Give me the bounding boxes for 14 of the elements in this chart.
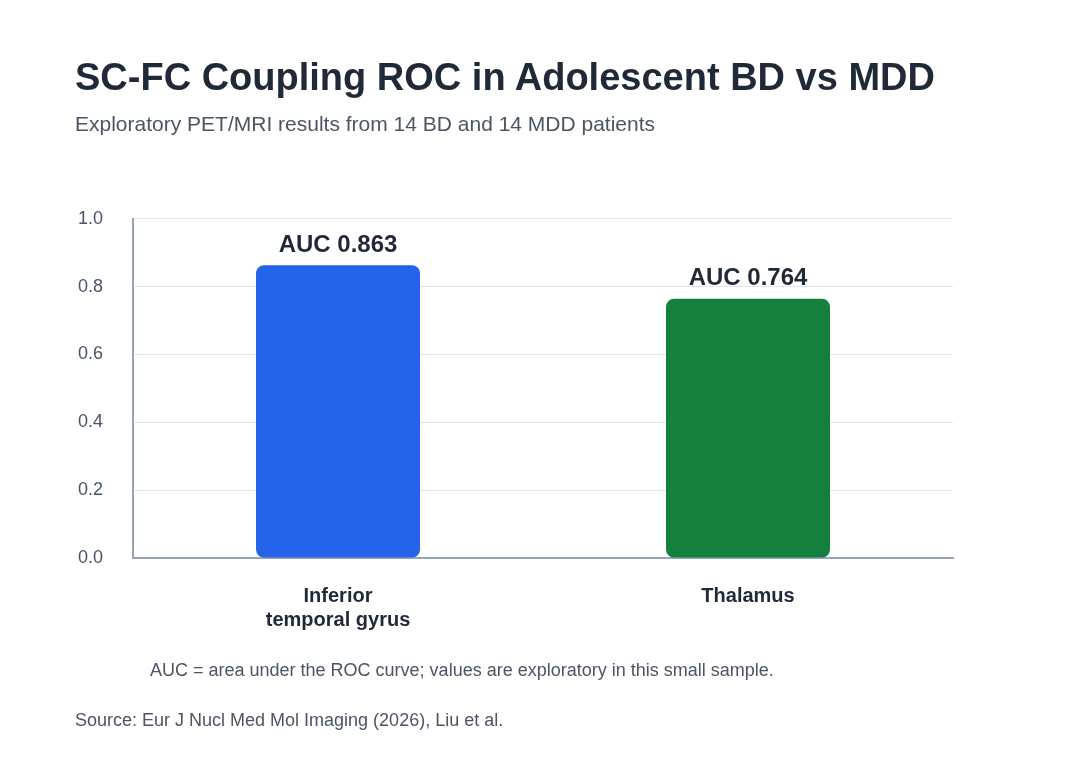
y-tick-label: 0.0: [77, 546, 104, 567]
y-tick-label: 0.6: [77, 343, 104, 364]
chart-subtitle: Exploratory PET/MRI results from 14 BD and 14 MDD patients: [75, 112, 656, 136]
data-label: AUC 0.863: [278, 229, 398, 257]
y-tick-label: 0.4: [77, 411, 104, 432]
x-tick-label: Inferior temporal gyrus: [265, 583, 411, 630]
y-tick-label: 0.2: [77, 479, 104, 500]
y-tick-label: 0.8: [77, 275, 104, 296]
y-tick-label: 1.0: [77, 207, 104, 228]
data-label: AUC 0.764: [688, 263, 809, 291]
text: AUC = area under the ROC curve; values are exploratory in this small sample.: [150, 660, 774, 681]
source-note: Source: Eur J Nucl Med Mol Imaging (2026), Liu et al.: [75, 710, 504, 731]
chart-title: SC-FC Coupling ROC in Adolescent BD vs MDD: [75, 56, 935, 99]
x-tick-label: Thalamus: [701, 583, 795, 606]
